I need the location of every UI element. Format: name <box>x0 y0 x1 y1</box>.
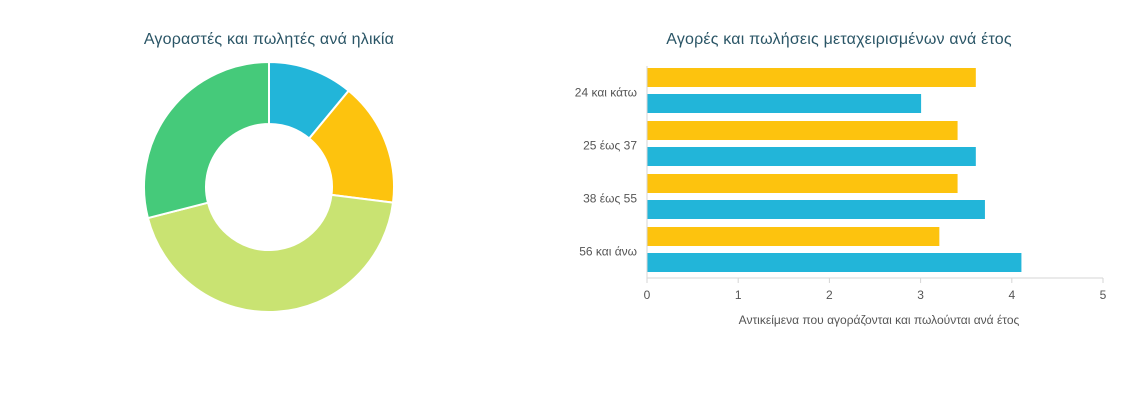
bar-chart-title: Αγορές και πωλήσεις μεταχειρισμένων ανά … <box>666 31 1012 48</box>
bar <box>647 174 958 193</box>
bar <box>647 200 985 219</box>
category-label: 38 έως 55 <box>583 192 637 206</box>
x-tick-label: 1 <box>735 288 742 302</box>
x-tick-label: 5 <box>1100 288 1107 302</box>
x-axis-label: Αντικείμενα που αγοράζονται και πωλούντα… <box>739 313 1020 327</box>
donut-chart-title: Αγοραστές και πωλητές ανά ηλικία <box>143 31 395 48</box>
bar <box>647 121 958 140</box>
x-tick-label: 2 <box>826 288 833 302</box>
donut-slice <box>146 193 395 313</box>
bar-chart-panel: Αγορές και πωλήσεις μεταχειρισμένων ανά … <box>540 0 1126 418</box>
bar-chart: 0 1 2 3 4 5 Αντικείμενα που αγοράζονται και πω… <box>575 66 1107 327</box>
x-tick-label: 3 <box>917 288 924 302</box>
x-tick-label: 0 <box>644 288 651 302</box>
bar <box>647 253 1022 272</box>
donut-chart <box>143 60 395 313</box>
bar <box>647 147 976 166</box>
donut-chart-panel: Αγοραστές και πωλητές ανά ηλικία <box>0 0 540 418</box>
x-tick-label: 4 <box>1008 288 1015 302</box>
category-label: 24 και κάτω <box>575 86 637 100</box>
bar <box>647 68 976 87</box>
category-label: 25 έως 37 <box>583 139 637 153</box>
bar <box>647 227 940 246</box>
donut-slice <box>143 60 270 220</box>
category-label: 56 και άνω <box>579 245 637 259</box>
bar <box>647 94 922 113</box>
